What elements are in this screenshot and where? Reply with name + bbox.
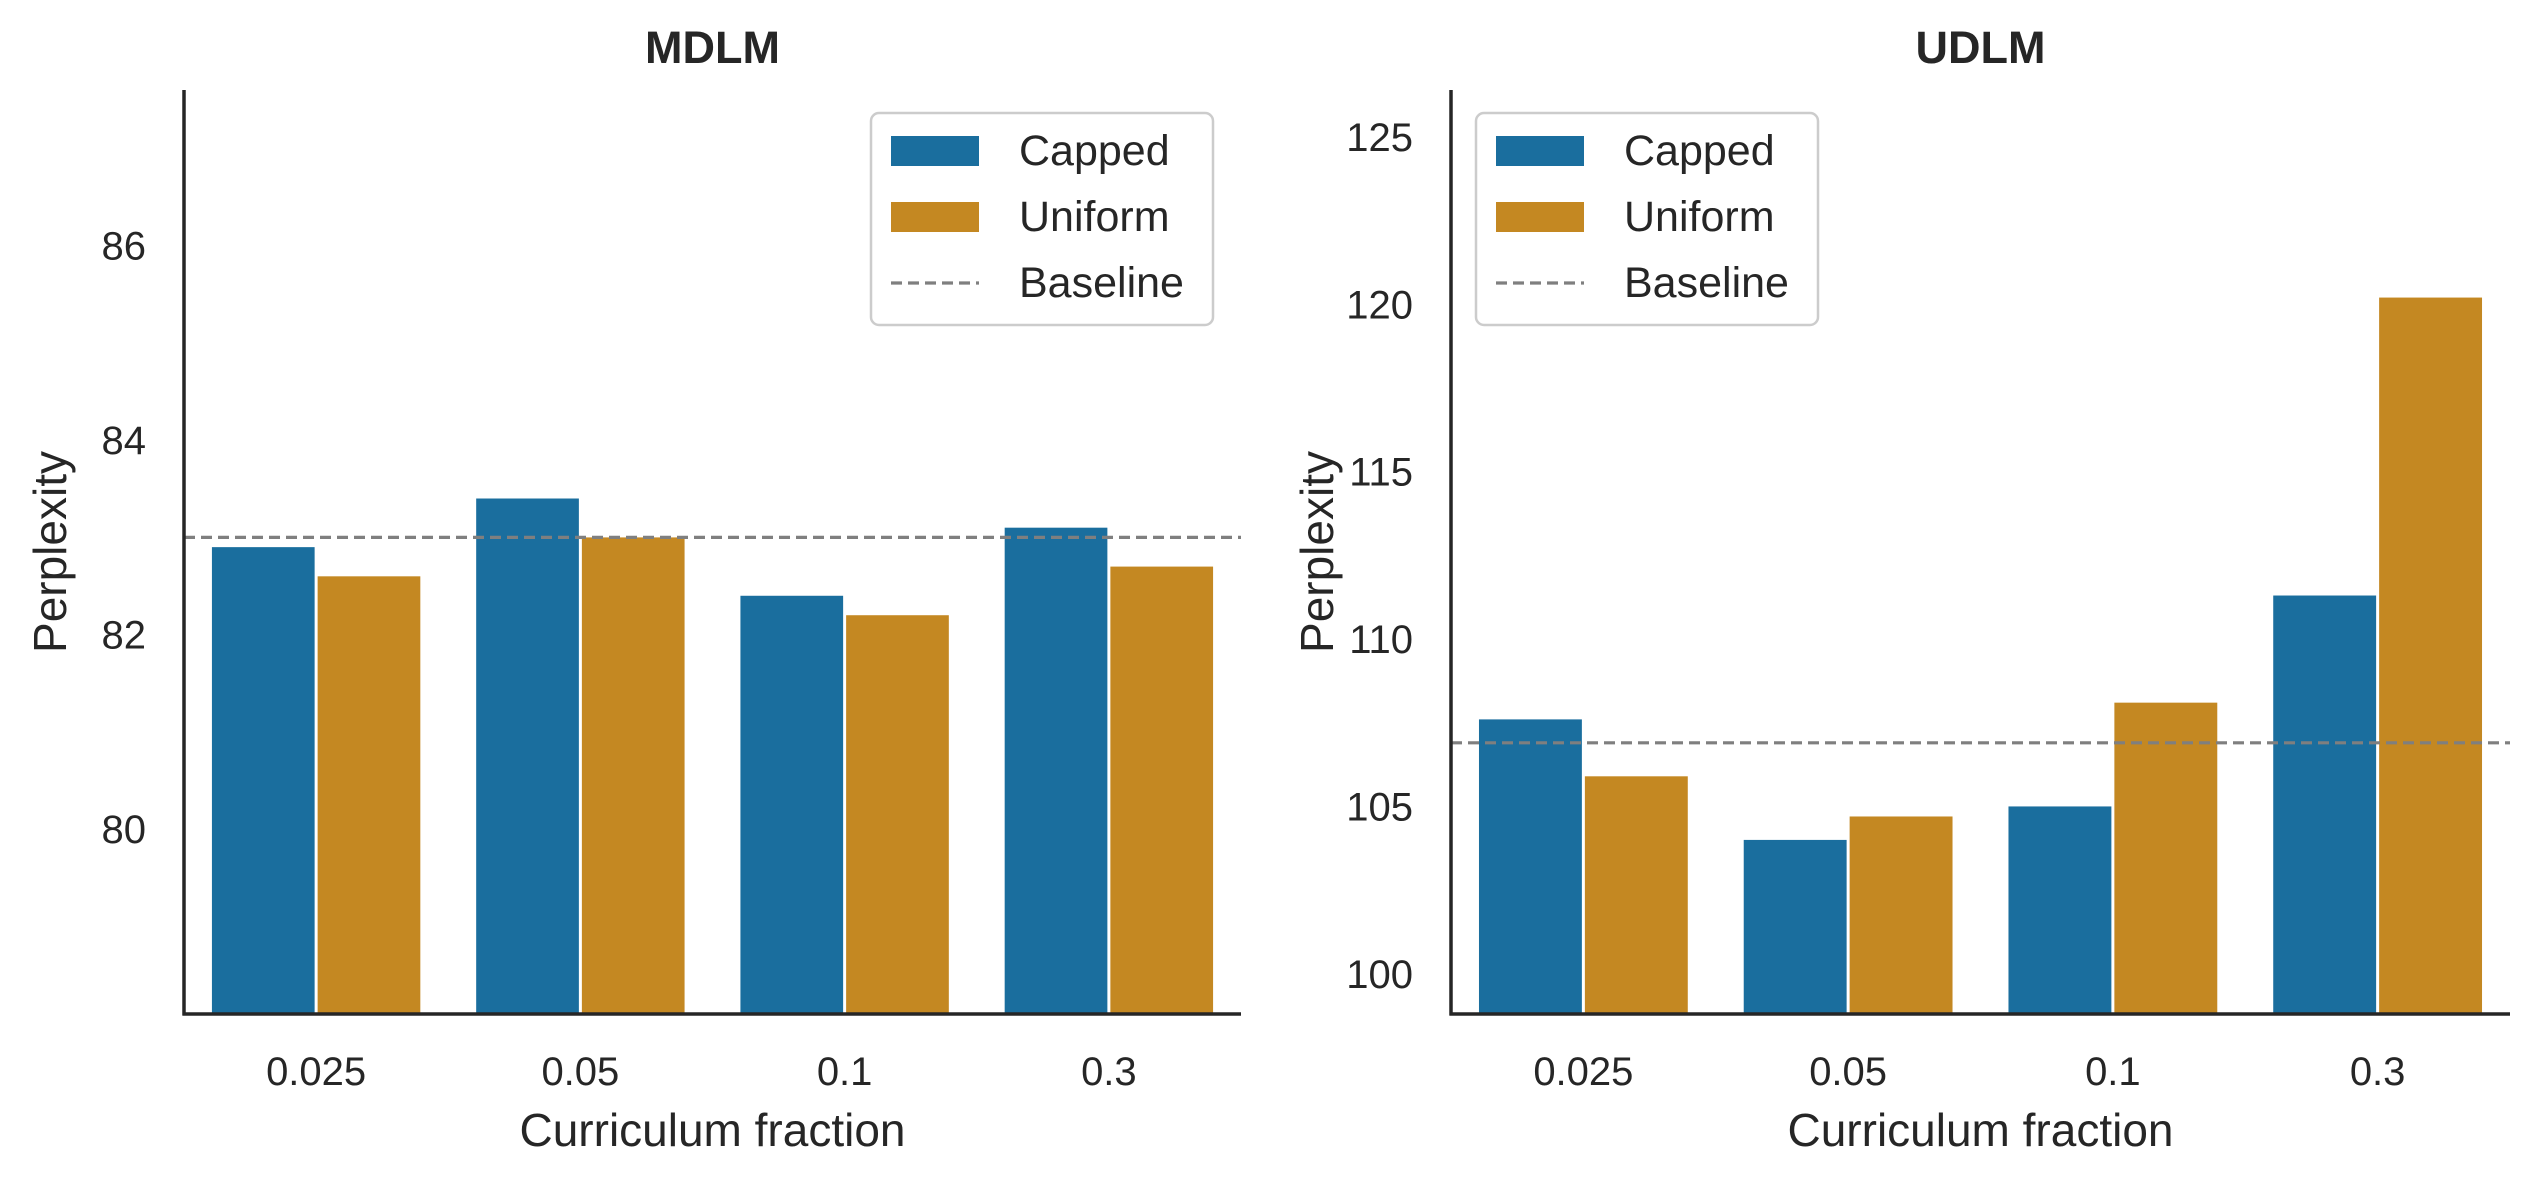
x-tick-label: 0.025 (266, 1050, 366, 1094)
bar-uniform-0.05 (1849, 816, 1953, 1014)
x-tick-label: 0.1 (2085, 1050, 2141, 1094)
x-axis-label: Curriculum fraction (1788, 1104, 2174, 1156)
legend-swatch-uniform (1496, 202, 1584, 232)
bar-capped-0.05 (1743, 839, 1847, 1014)
legend-swatch-capped (1496, 136, 1584, 166)
y-tick-label: 120 (1346, 283, 1413, 327)
legend-label-uniform: Uniform (1019, 193, 1170, 241)
x-axis-label: Curriculum fraction (520, 1104, 906, 1156)
bar-uniform-0.3 (2379, 297, 2483, 1015)
legend-swatch-capped (891, 136, 979, 166)
y-axis-label: Perplexity (1291, 451, 1343, 653)
legend: Capped Uniform Baseline (1474, 111, 1820, 327)
chart-panel-mdlm: 80 82 84 86 0.025 0.05 0.1 0.3 MDLM Curriculum fr… (24, 22, 1241, 1156)
y-tick-label: 115 (1349, 451, 1413, 495)
bar-uniform-0.025 (317, 576, 421, 1014)
legend-label-capped: Capped (1624, 127, 1775, 175)
bar-capped-0.3 (1004, 527, 1108, 1014)
y-tick-label: 86 (102, 225, 147, 269)
bar-capped-0.1 (2008, 806, 2112, 1014)
y-tick-label: 105 (1346, 785, 1413, 829)
legend-label-uniform: Uniform (1624, 193, 1775, 241)
x-tick-label: 0.025 (1533, 1050, 1633, 1094)
x-tick-label: 0.05 (1809, 1050, 1887, 1094)
bar-capped-0.3 (2273, 595, 2377, 1014)
bar-capped-0.05 (476, 498, 579, 1014)
legend-label-baseline: Baseline (1019, 259, 1184, 307)
chart-title: UDLM (1916, 22, 2046, 73)
legend-label-capped: Capped (1019, 127, 1170, 175)
x-tick-label: 0.3 (1081, 1050, 1137, 1094)
x-tick-label: 0.1 (817, 1050, 873, 1094)
bar-uniform-0.1 (2114, 702, 2218, 1014)
legend: Capped Uniform Baseline (869, 111, 1215, 327)
y-tick-label: 110 (1349, 618, 1413, 662)
x-tick-label: 0.05 (541, 1050, 619, 1094)
bar-capped-0.025 (211, 547, 315, 1014)
bar-uniform-0.3 (1110, 566, 1214, 1014)
chart-title: MDLM (645, 22, 780, 73)
y-tick-label: 84 (102, 419, 147, 463)
legend-label-baseline: Baseline (1624, 259, 1789, 307)
x-tick-label: 0.3 (2350, 1050, 2406, 1094)
y-tick-label: 125 (1346, 116, 1413, 160)
legend-swatch-uniform (891, 202, 979, 232)
y-tick-label: 82 (102, 614, 147, 658)
bar-uniform-0.025 (1584, 776, 1688, 1014)
bar-uniform-0.05 (581, 537, 685, 1014)
y-axis-label: Perplexity (24, 451, 76, 653)
chart-panel-udlm: 100 105 110 115 120 125 0.025 0.05 0.1 0.3 UDLM Cur… (1291, 22, 2510, 1156)
bar-uniform-0.1 (846, 615, 949, 1014)
y-tick-label: 100 (1346, 953, 1413, 997)
bar-capped-0.1 (740, 595, 844, 1014)
y-tick-label: 80 (102, 808, 147, 852)
bar-capped-0.025 (1478, 719, 1582, 1014)
